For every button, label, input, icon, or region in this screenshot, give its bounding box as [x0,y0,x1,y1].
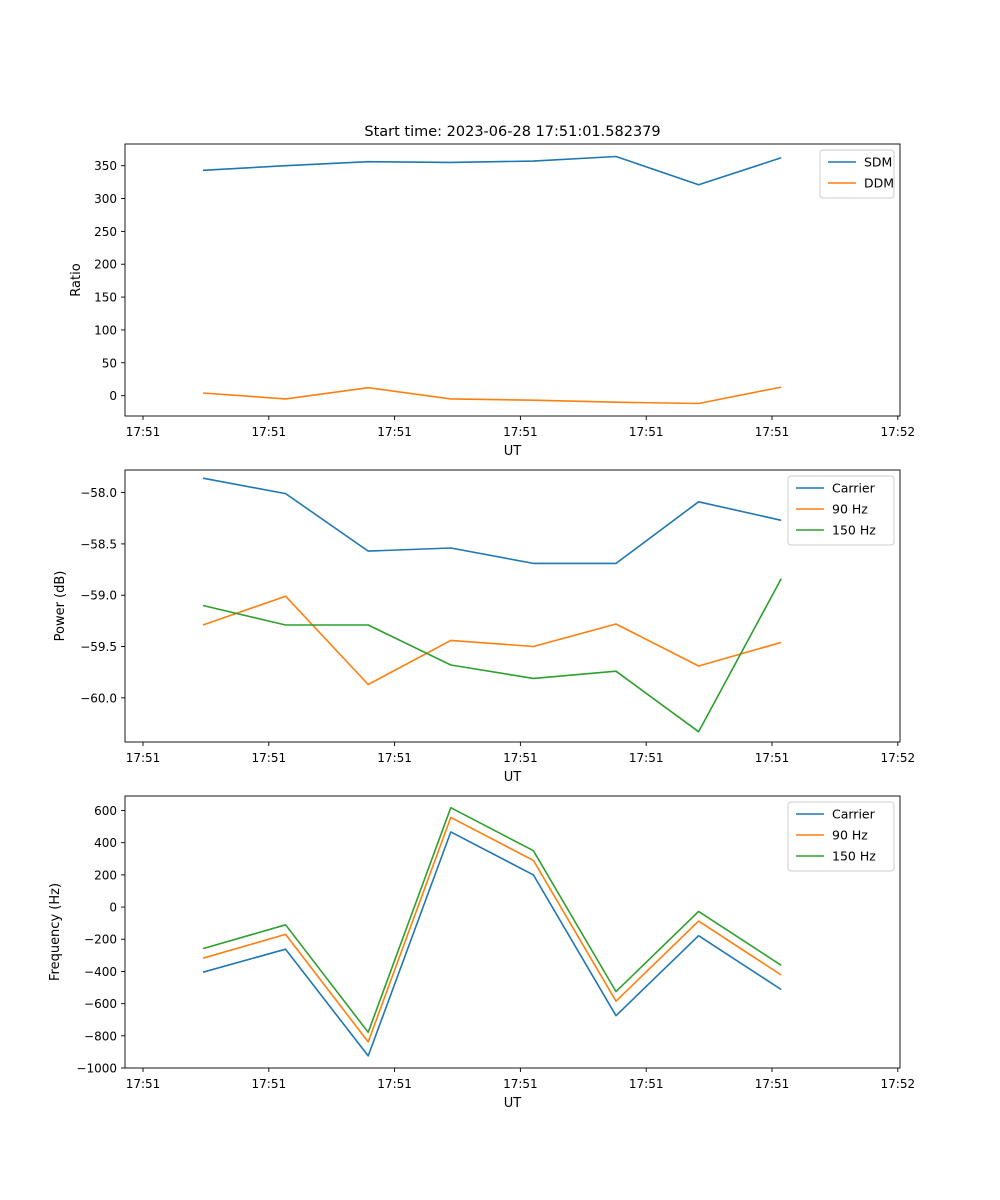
series-line-sdm [202,155,782,186]
y-tick-label: 200 [94,868,117,882]
y-tick-label: −400 [84,965,117,979]
series-line-150-hz [202,806,782,1034]
axes-frame [124,469,901,743]
y-tick-label: 150 [94,291,117,305]
x-tick-label: 17:52 [881,1077,916,1091]
legend: Carrier 90 Hz 150 Hz [787,801,895,872]
y-tick-label: 350 [94,159,117,173]
series-line-carrier [202,477,782,565]
x-tick-label: 17:51 [377,425,412,439]
y-axis-label: Ratio [69,263,84,296]
legend-label: DDM [864,176,894,191]
y-tick-label: −58.5 [80,537,117,551]
x-tick-label: 17:51 [503,1077,538,1091]
y-tick-label: 600 [94,804,117,818]
x-tick-label: 17:51 [629,1077,664,1091]
y-tick-label: −58.0 [80,486,117,500]
panel-1: 0 50 100 150 200 250 300 350 17:51 17:51 17:51 17:5… [69,143,916,459]
legend-label: 150 Hz [832,523,876,538]
axes-frame [124,795,901,1069]
y-tick-label: −600 [84,997,117,1011]
y-tick-label: −200 [84,933,117,947]
legend: Carrier 90 Hz 150 Hz [787,475,895,546]
series-line-90-hz [202,816,782,1043]
legend-label: Carrier [832,807,876,822]
x-tick-label: 17:52 [881,425,916,439]
series-line-150-hz [202,578,782,733]
x-tick-label: 17:51 [252,425,287,439]
legend-box [787,801,895,872]
x-tick-label: 17:51 [252,1077,287,1091]
y-tick-label: 50 [102,356,117,370]
series-line-ddm [202,386,782,405]
y-axis-label: Power (dB) [53,571,68,642]
x-axis-label: UT [504,444,522,459]
y-tick-label: 100 [94,323,117,337]
legend-label: Carrier [832,481,876,496]
y-axis-label: Frequency (Hz) [48,883,63,981]
x-tick-label: 17:51 [252,751,287,765]
x-tick-label: 17:51 [755,751,790,765]
x-tick-label: 17:51 [126,1077,161,1091]
x-tick-label: 17:51 [503,751,538,765]
axes-frame [124,143,901,417]
x-tick-label: 17:51 [629,425,664,439]
panel-3: −1000 −800 −600 −400 −200 0 200 400 600 17:51 17:5… [48,795,916,1111]
legend-label: 150 Hz [832,849,876,864]
y-tick-label: −59.5 [80,640,117,654]
x-tick-label: 17:51 [126,751,161,765]
x-tick-label: 17:51 [629,751,664,765]
y-tick-label: 0 [109,389,117,403]
series-line-carrier [202,831,782,1057]
x-tick-label: 17:51 [755,1077,790,1091]
y-tick-label: −1000 [76,1062,117,1076]
x-axis-label: UT [504,1096,522,1111]
x-tick-label: 17:51 [755,425,790,439]
series-line-90-hz [202,595,782,686]
y-tick-label: 0 [109,901,117,915]
y-tick-label: 200 [94,258,117,272]
x-tick-label: 17:51 [377,751,412,765]
x-axis-label: UT [504,770,522,785]
y-tick-label: 250 [94,225,117,239]
legend-box [787,475,895,546]
y-tick-label: −60.0 [80,691,117,705]
legend: SDM DDM [819,149,895,199]
legend-label: SDM [864,155,892,170]
y-tick-label: −59.0 [80,589,117,603]
x-tick-label: 17:52 [881,751,916,765]
x-tick-label: 17:51 [126,425,161,439]
panel-2: −60.0 −59.5 −59.0 −58.5 −58.0 17:51 17:51 17:51… [53,469,916,785]
y-tick-label: 300 [94,192,117,206]
legend-label: 90 Hz [832,502,868,517]
x-tick-label: 17:51 [377,1077,412,1091]
x-tick-label: 17:51 [503,425,538,439]
y-tick-label: 400 [94,836,117,850]
legend-label: 90 Hz [832,828,868,843]
figure-title: Start time: 2023-06-28 17:51:01.582379 [364,124,660,140]
y-tick-label: −800 [84,1029,117,1043]
